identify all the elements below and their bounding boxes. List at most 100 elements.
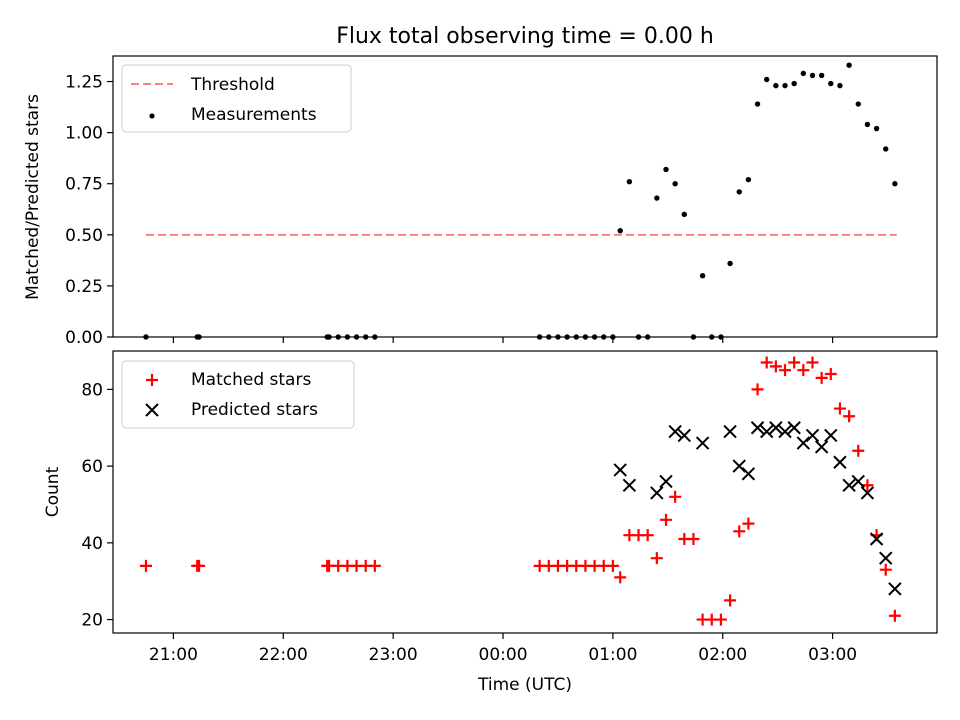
measurement-point bbox=[764, 76, 770, 83]
matched-star-point bbox=[815, 371, 828, 384]
measurement-point bbox=[782, 82, 788, 89]
count-y-axis-label: Count bbox=[43, 466, 63, 517]
predicted-star-point bbox=[659, 474, 673, 489]
legend-matched-label: Matched stars bbox=[191, 370, 311, 390]
count-y-ticks: 20 40 60 80 bbox=[81, 380, 113, 631]
measurement-point bbox=[727, 260, 733, 267]
predicted-star-point bbox=[613, 463, 627, 477]
matched-star-point bbox=[824, 368, 837, 381]
measurement-point bbox=[681, 211, 688, 218]
x-tick-label: 00:00 bbox=[479, 645, 528, 665]
predicted-star-point bbox=[695, 436, 710, 450]
ratio-y-axis-label: Matched/Predicted stars bbox=[23, 94, 43, 300]
measurement-point bbox=[754, 101, 761, 107]
matched-star-point bbox=[687, 533, 700, 545]
measurement-point bbox=[892, 181, 898, 187]
predicted-star-point bbox=[787, 421, 801, 435]
matched-star-point bbox=[879, 563, 892, 576]
matched-star-point bbox=[888, 609, 901, 622]
ratio-y-tick-label: 0.25 bbox=[65, 277, 103, 297]
count-x-ticks: 21:00 22:00 23:00 00:00 01:00 02:00 03:00 bbox=[149, 633, 857, 665]
measurement-point bbox=[846, 62, 852, 68]
predicted-star-point bbox=[879, 551, 893, 565]
matched-star-point bbox=[788, 356, 801, 369]
matched-star-point bbox=[139, 559, 152, 572]
measurement-point bbox=[626, 178, 633, 185]
matched-star-point bbox=[669, 490, 682, 503]
count-marks bbox=[139, 356, 902, 626]
predicted-star-point bbox=[769, 421, 783, 435]
matched-star-point bbox=[843, 410, 856, 423]
predicted-star-point bbox=[750, 421, 765, 435]
matched-star-point bbox=[714, 613, 727, 626]
predicted-star-point bbox=[814, 440, 829, 454]
ratio-legend-box bbox=[121, 64, 352, 133]
matched-star-point bbox=[751, 383, 764, 396]
measurement-point bbox=[699, 272, 706, 279]
matched-star-point bbox=[650, 552, 663, 565]
matched-star-point bbox=[797, 364, 810, 377]
chart-title: Flux total observing time = 0.00 h bbox=[336, 24, 714, 49]
matched-star-point bbox=[606, 559, 619, 572]
predicted-star-point bbox=[796, 436, 811, 450]
predicted-star-point bbox=[650, 486, 664, 500]
predicted-star-point bbox=[869, 532, 884, 546]
count-y-tick-label: 20 bbox=[81, 611, 103, 631]
matched-star-point bbox=[769, 360, 782, 373]
measurement-point bbox=[617, 228, 623, 234]
measurement-point bbox=[855, 101, 861, 107]
predicted-star-point bbox=[833, 455, 847, 469]
matched-star-point bbox=[806, 356, 819, 369]
x-tick-label: 23:00 bbox=[369, 645, 418, 665]
ratio-y-tick-label: 0.75 bbox=[65, 175, 103, 195]
x-tick-label: 02:00 bbox=[698, 645, 747, 665]
count-panel: 20 40 60 80 21:00 22:00 23:00 00:00 01:00 02:00 0… bbox=[43, 350, 938, 695]
measurement-point bbox=[864, 121, 871, 128]
measurement-point bbox=[873, 125, 880, 132]
matched-star-point bbox=[733, 525, 746, 538]
legend-measurements-swatch bbox=[149, 113, 155, 119]
ratio-panel: 0.00 0.25 0.50 0.75 1.00 1.25 Matched/Predict… bbox=[23, 55, 938, 348]
predicted-star-point bbox=[842, 478, 856, 492]
ratio-y-tick-label: 0.50 bbox=[65, 226, 103, 246]
legend-predicted-swatch bbox=[145, 403, 159, 417]
measurement-point bbox=[883, 146, 889, 152]
count-legend: Matched stars Predicted stars bbox=[121, 360, 355, 429]
measurement-point bbox=[736, 189, 742, 195]
ratio-y-tick-label: 1.00 bbox=[65, 124, 103, 144]
ratio-x-ticks bbox=[172, 337, 834, 343]
predicted-star-point bbox=[622, 478, 637, 492]
x-tick-label: 03:00 bbox=[808, 645, 857, 665]
matched-star-point bbox=[641, 529, 654, 542]
measurement-point bbox=[663, 166, 669, 173]
matched-star-point bbox=[779, 364, 792, 377]
predicted-star-point bbox=[805, 428, 820, 443]
measurement-point bbox=[809, 72, 816, 79]
legend-threshold-label: Threshold bbox=[190, 75, 275, 95]
legend-predicted-label: Predicted stars bbox=[191, 400, 318, 420]
matched-star-point bbox=[659, 513, 672, 526]
predicted-star-point bbox=[888, 582, 902, 596]
ratio-axes-frame bbox=[112, 55, 938, 338]
count-y-tick-label: 80 bbox=[81, 380, 103, 400]
predicted-star-point bbox=[759, 424, 774, 439]
matched-star-point bbox=[742, 517, 755, 530]
x-tick-label: 21:00 bbox=[149, 645, 198, 665]
predicted-star-point bbox=[723, 424, 737, 439]
x-tick-label: 22:00 bbox=[259, 645, 308, 665]
measurement-point bbox=[791, 80, 797, 87]
matched-star-point bbox=[852, 444, 865, 457]
measurement-point bbox=[818, 72, 825, 79]
measurement-point bbox=[745, 176, 752, 183]
ratio-y-tick-label: 0.00 bbox=[65, 328, 103, 348]
legend-measurements-label: Measurements bbox=[191, 105, 317, 125]
measurement-point bbox=[828, 80, 834, 87]
ratio-y-ticks: 0.00 0.25 0.50 0.75 1.00 1.25 bbox=[65, 73, 113, 348]
matched-star-point bbox=[368, 559, 381, 572]
measurement-point bbox=[800, 70, 807, 77]
count-axes-frame bbox=[112, 350, 938, 634]
count-legend-box bbox=[121, 360, 355, 429]
predicted-star-point bbox=[860, 486, 875, 500]
predicted-star-point bbox=[677, 428, 692, 443]
